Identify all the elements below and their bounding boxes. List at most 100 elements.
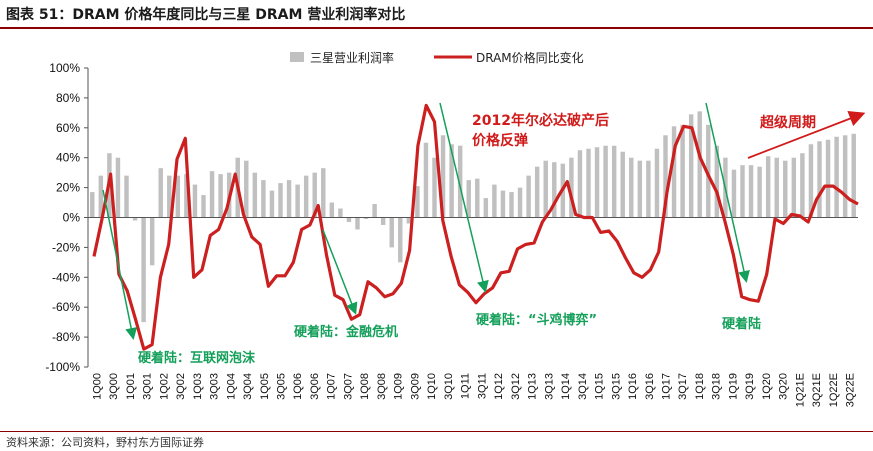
- x-tick-label: 3Q13: [543, 373, 555, 400]
- margin-bar: [415, 186, 420, 218]
- margin-bar: [731, 169, 737, 218]
- x-tick-label: 3Q00: [108, 373, 120, 400]
- x-tick-label: 1Q13: [527, 373, 539, 400]
- margin-bar: [808, 144, 814, 218]
- margin-bar: [124, 175, 129, 218]
- margin-bar: [372, 204, 377, 218]
- arrow-super-cycle: [747, 110, 866, 159]
- margin-bar: [483, 198, 489, 218]
- margin-bar: [671, 126, 677, 218]
- x-tick-label: 3Q19: [744, 373, 756, 400]
- x-tick-label: 3Q17: [677, 373, 689, 400]
- x-tick-label: 3Q20: [778, 373, 790, 400]
- x-tick-label: 3Q22E: [845, 373, 857, 407]
- x-tick-label: 3Q16: [644, 373, 656, 400]
- margin-bar: [748, 165, 754, 218]
- margin-bar: [629, 157, 634, 218]
- margin-bar: [175, 175, 181, 218]
- margin-bar: [834, 136, 839, 218]
- annotation-financial-crisis: 硬着陆：金融危机: [294, 324, 398, 340]
- margin-bar: [791, 157, 797, 218]
- arrow-hard-landing-2: [322, 229, 358, 315]
- x-tick-label: 1Q21E: [794, 373, 806, 407]
- margin-bar: [141, 217, 146, 323]
- margin-bar: [517, 187, 523, 218]
- margin-bar: [449, 144, 454, 218]
- source-note: 资料来源：公司资料，野村东方国际证券: [6, 436, 204, 449]
- margin-bar: [98, 175, 104, 218]
- x-tick-label: 1Q02: [158, 373, 170, 400]
- x-tick-label: 1Q17: [661, 373, 673, 400]
- x-tick-label: 1Q11: [460, 373, 472, 399]
- arrow-hard-landing-4: [705, 102, 750, 283]
- margin-bar: [800, 153, 805, 218]
- annotation-chicken-game: 硬着陆：“斗鸡博弈”: [476, 312, 597, 328]
- x-tick-label: 3Q14: [577, 373, 589, 400]
- x-tick-label: 3Q04: [242, 373, 254, 400]
- margin-bar: [158, 168, 163, 218]
- x-tick-label: 3Q01: [142, 373, 154, 400]
- margin-bar: [500, 190, 506, 218]
- y-tick-label: -100%: [45, 360, 80, 374]
- margin-bar: [534, 166, 540, 218]
- margin-bar: [457, 145, 463, 218]
- y-tick-label: 60%: [56, 121, 80, 135]
- arrow-hard-landing-3: [439, 102, 489, 293]
- margin-bar: [269, 190, 275, 218]
- y-tick-label: -80%: [52, 330, 80, 344]
- margin-bar: [406, 217, 412, 224]
- x-tick-label: 3Q15: [610, 373, 622, 400]
- x-tick-label: 3Q11: [476, 373, 488, 399]
- margin-bar: [149, 217, 155, 266]
- margin-bar: [167, 175, 172, 218]
- x-tick-label: 1Q06: [292, 373, 304, 400]
- margin-bar: [646, 160, 651, 218]
- margin-bar: [398, 217, 403, 263]
- margin-bar: [526, 175, 531, 218]
- margin-bar: [192, 184, 198, 218]
- x-tick-label: 1Q14: [560, 373, 572, 400]
- x-tick-label: 1Q00: [91, 373, 103, 400]
- y-axis: -100% -80% -60% -40% -20% 0% 20% 40% 60% 80% 100%: [45, 61, 89, 374]
- margin-bar: [321, 168, 326, 218]
- x-tick-label: 1Q03: [192, 373, 204, 400]
- x-tick-label: 1Q12: [493, 373, 505, 400]
- annotation-2012-elpida: 2012年尔必达破产后: [472, 112, 609, 129]
- margin-bar: [714, 145, 720, 218]
- legend-bar-swatch: [290, 52, 304, 62]
- title-divider: [0, 27, 873, 29]
- margin-bar: [355, 217, 360, 230]
- margin-bar: [680, 124, 685, 218]
- y-tick-label: -40%: [52, 270, 80, 284]
- chart-title: 图表 51：DRAM 价格年度同比与三星 DRAM 营业利润率对比: [6, 7, 406, 23]
- margin-bar: [312, 172, 317, 218]
- annotation-super-cycle: 超级周期: [759, 114, 816, 131]
- y-tick-label: -60%: [52, 300, 80, 314]
- x-tick-label: 1Q20: [761, 373, 773, 400]
- x-tick-label: 3Q06: [309, 373, 321, 400]
- x-tick-label: 1Q15: [594, 373, 606, 400]
- margin-bar: [475, 178, 480, 218]
- x-tick-label: 3Q12: [510, 373, 522, 400]
- margin-bar: [783, 160, 788, 218]
- margin-bar: [346, 217, 352, 222]
- x-tick-label: 3Q05: [276, 373, 288, 400]
- margin-bar: [286, 180, 292, 218]
- margin-bar: [389, 217, 394, 248]
- x-tick-label: 3Q03: [209, 373, 221, 400]
- x-tick-label: 3Q02: [175, 373, 187, 400]
- margin-bar: [440, 135, 446, 218]
- y-tick-label: 0%: [63, 211, 81, 225]
- margin-bar: [543, 160, 548, 218]
- margin-bar: [552, 162, 557, 218]
- x-tick-label: 1Q16: [627, 373, 639, 400]
- margin-bar: [577, 150, 583, 218]
- y-tick-label: 40%: [56, 151, 80, 165]
- margin-bar: [363, 217, 369, 219]
- margin-bar: [774, 157, 779, 218]
- y-tick-label: 80%: [56, 91, 80, 105]
- y-tick-label: 20%: [56, 181, 80, 195]
- margin-bar: [252, 172, 258, 218]
- annotation-price-rebound: 价格反弹: [472, 132, 528, 149]
- margin-bar: [757, 166, 762, 218]
